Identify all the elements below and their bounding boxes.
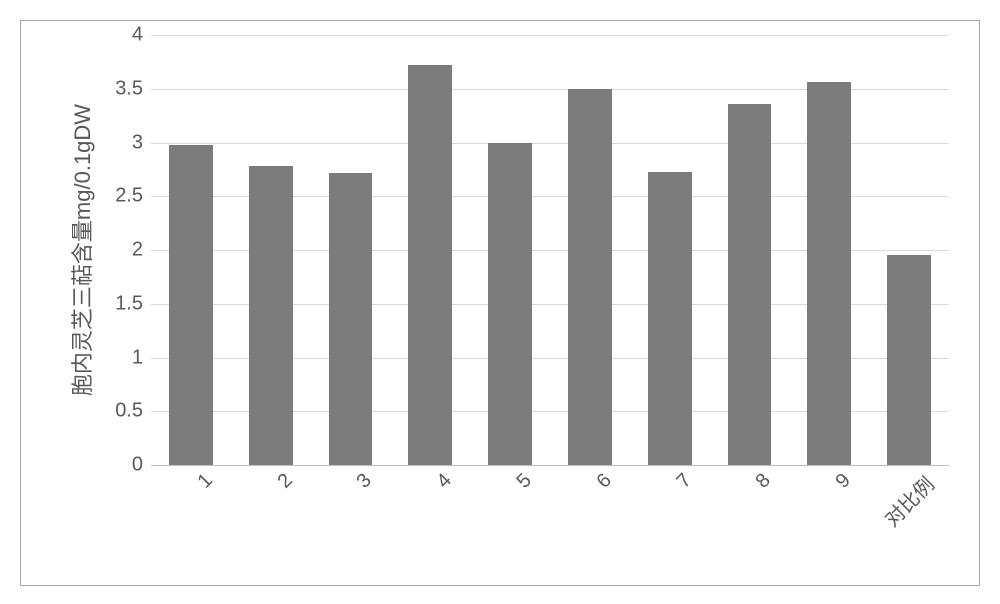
x-tick-label: 对比例 (873, 465, 940, 532)
x-tick-label: 9 (827, 465, 855, 493)
bar (807, 82, 851, 465)
bar (648, 172, 692, 465)
y-axis-title: 胞内灵芝三萜含量mg/0.1gDW (65, 104, 97, 396)
bar (249, 166, 293, 465)
x-tick-label: 8 (748, 465, 776, 493)
y-tick-label: 3.5 (115, 77, 151, 100)
x-tick-label: 3 (349, 465, 377, 493)
x-tick-label: 6 (588, 465, 616, 493)
y-tick-label: 2.5 (115, 185, 151, 208)
bar (169, 145, 213, 465)
x-tick-label: 1 (189, 465, 217, 493)
grid-line (151, 465, 949, 466)
x-tick-label: 7 (668, 465, 696, 493)
bar (408, 65, 452, 465)
x-tick-label: 5 (508, 465, 536, 493)
y-tick-label: 3 (132, 131, 151, 154)
y-tick-label: 2 (132, 239, 151, 262)
plot-area: 00.511.522.533.54123456789对比例 (151, 35, 949, 465)
x-tick-label: 4 (428, 465, 456, 493)
chart-frame: 00.511.522.533.54123456789对比例 胞内灵芝三萜含量mg… (20, 20, 980, 586)
x-tick-label: 2 (269, 465, 297, 493)
bar (488, 143, 532, 466)
bar (728, 104, 772, 465)
bar (887, 255, 931, 465)
y-tick-label: 0.5 (115, 400, 151, 423)
bar (329, 173, 373, 465)
grid-line (151, 35, 949, 36)
y-tick-label: 1 (132, 346, 151, 369)
y-tick-label: 4 (132, 24, 151, 47)
y-tick-label: 1.5 (115, 292, 151, 315)
bar (568, 89, 612, 465)
y-tick-label: 0 (132, 454, 151, 477)
